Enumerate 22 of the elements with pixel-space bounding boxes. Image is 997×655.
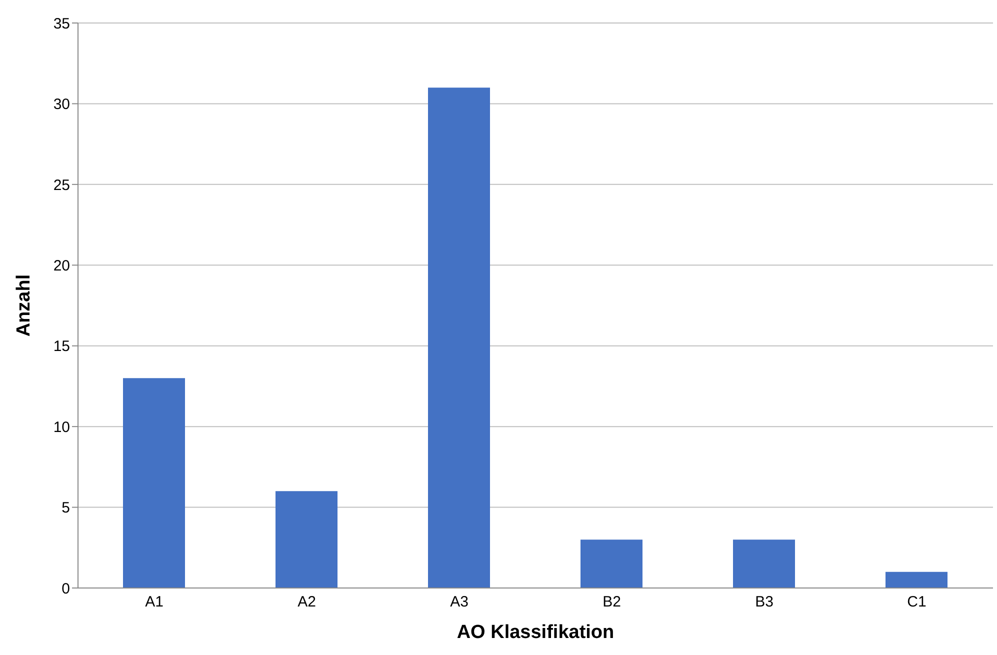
y-tick-label: 35: [53, 15, 70, 32]
y-tick-label: 15: [53, 338, 70, 356]
x-tick-label: B2: [602, 594, 621, 611]
x-tick-label: A2: [298, 594, 316, 611]
y-tick-label: 30: [53, 96, 70, 114]
y-tick-label: 5: [62, 500, 70, 517]
x-tick-label: A1: [145, 594, 164, 611]
bar: [733, 540, 795, 588]
bar: [886, 572, 948, 588]
x-tick-label: A3: [450, 594, 468, 611]
x-axis-title: AO Klassifikation: [456, 622, 614, 643]
bar: [123, 378, 185, 588]
bar: [580, 540, 642, 588]
y-tick-label: 20: [53, 257, 70, 274]
y-tick-label: 25: [53, 176, 70, 194]
y-tick-label: 0: [62, 580, 70, 598]
y-axis-title: Anzahl: [14, 274, 35, 337]
x-tick-label: B3: [755, 594, 774, 611]
bar: [276, 491, 338, 588]
bar: [428, 88, 490, 588]
y-tick-label: 10: [53, 418, 70, 436]
x-tick-label: C1: [907, 594, 926, 611]
